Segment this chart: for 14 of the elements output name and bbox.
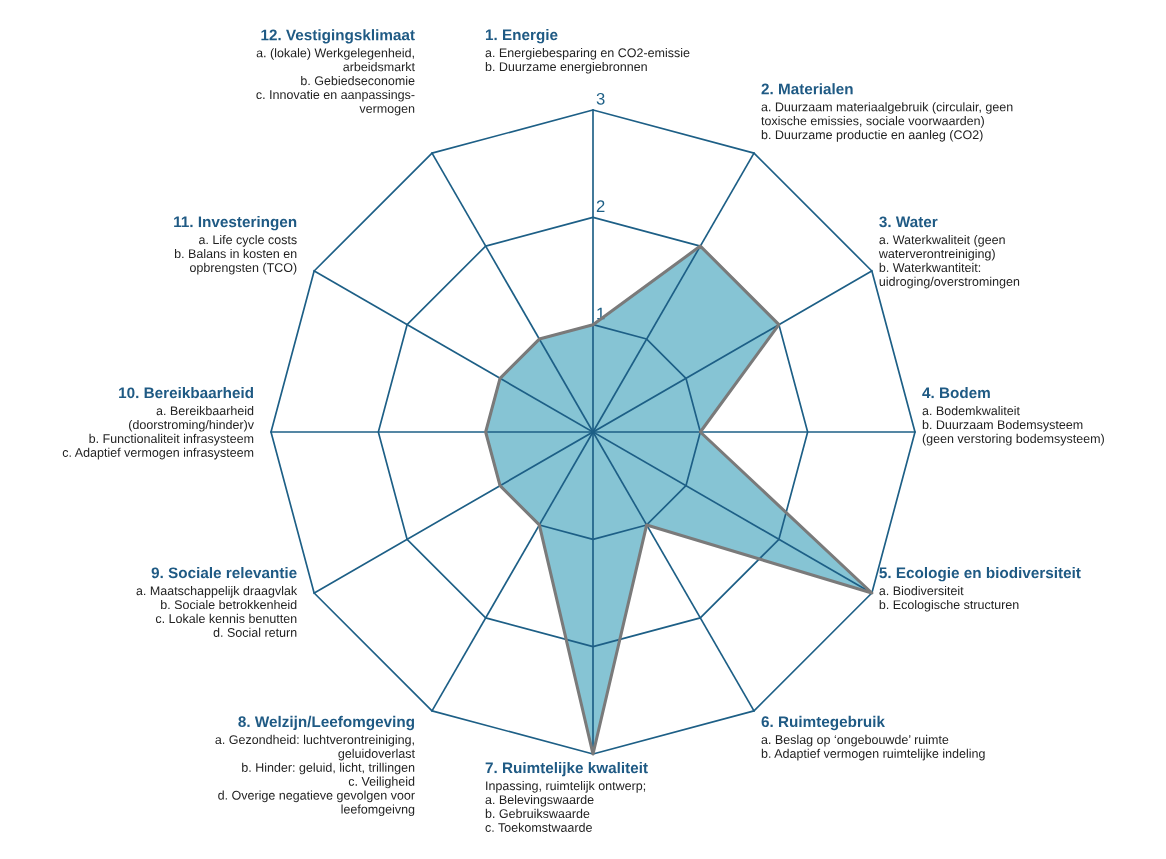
y-tick-label: 3 xyxy=(596,92,605,105)
spoke-label: 11. Investeringen a. Life cycle costs b. Balans in kosten en opbrengsten (TCO) xyxy=(174,216,297,275)
spoke-label: 9. Sociale relevantie a. Maatschappelijk draagvlak b. Sociale betrokkenheid c. Lokale kennis benutten d. Social return xyxy=(136,567,298,637)
spoke-label: 12. Vestigingsklimaat a. (lokale) Werkgelegenheid, arbeidsmarkt b. Gebiedseconomie c. Innovatie en aanpassings- vermogen xyxy=(256,29,415,116)
spoke-label: 3. Water a. Waterkwaliteit (geen waterverontreiniging) b. Waterkwantiteit: uidroging/overstromingen xyxy=(878,216,1020,289)
y-tick-label: 2 xyxy=(596,200,605,212)
spoke-label: 2. Materialen a. Duurzaam materiaalgebruik (circulair, geen toxische emissies, sociale voorwaarden) b. Duurzame productie en aanleg (CO2) xyxy=(761,83,1013,142)
spoke-label: 10. Bereikbaarheid a. Bereikbaarheid (doorstroming/hinder)v b. Functionaliteit infrasysteem c. Adaptief vermogen infrasysteem xyxy=(62,387,254,460)
spoke-label: 1. Energie a. Energiebesparing en CO2-emissie b. Duurzame energiebronnen xyxy=(485,29,690,74)
spoke-label: 5. Ecologie en biodiversiteit a. Biodiversiteit b. Ecologische structuren xyxy=(879,567,1081,612)
spoke-label: 8. Welzijn/Leefomgeving a. Gezondheid: luchtverontreiniging, geluidoverlast b. Hinder: geluid, licht, trillingen c. Veiligheid d. Overige negatieve gevolgen voor leefomgeivng xyxy=(215,715,415,817)
spoke-label: 6. Ruimtegebruik a. Beslag op ‘ongebouwde’ ruimte b. Adaptief vermogen ruimtelijke indeling xyxy=(761,715,985,761)
spoke-label: 4. Bodem a. Bodemkwaliteit b. Duurzaam Bodemsysteem (geen verstoring bodemsysteem) xyxy=(922,387,1104,446)
spoke-label: 7. Ruimtelijke kwaliteit Inpassing, ruimtelijk ontwerp; a. Belevingswaarde b. Gebruikswaarde c. Toekomstwaarde xyxy=(485,762,648,832)
